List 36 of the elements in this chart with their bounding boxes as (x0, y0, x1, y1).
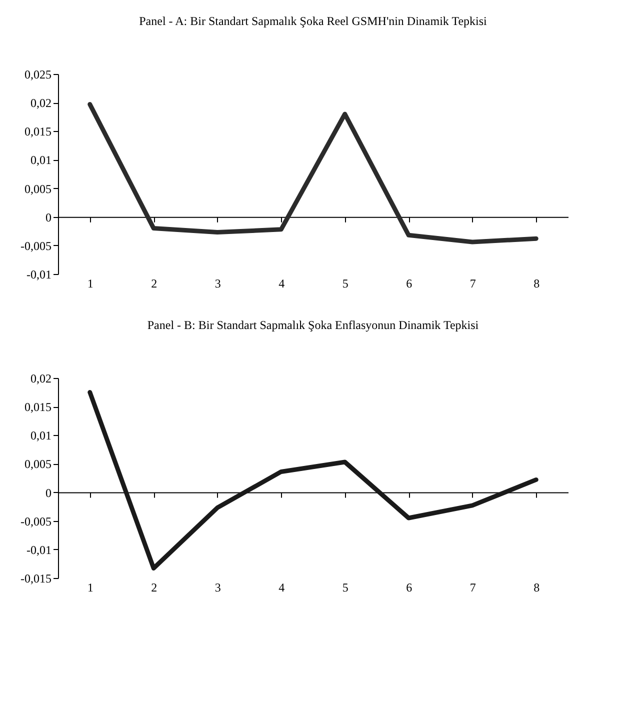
x-tick-label: 1 (87, 580, 94, 594)
x-tick-label: 6 (406, 276, 412, 290)
y-tick-label: 0,01 (30, 153, 52, 168)
x-tick-label: 7 (470, 276, 476, 290)
x-tick-label: 5 (342, 580, 348, 594)
y-tick-label: 0,01 (30, 428, 52, 443)
x-tick-label: 4 (278, 580, 285, 594)
x-tick-label: 2 (151, 580, 158, 594)
line-series (88, 102, 538, 244)
line-series (88, 390, 538, 571)
y-tick-label: -0,01 (26, 542, 52, 557)
y-tick-label: -0,015 (20, 572, 52, 586)
x-tick-label: 8 (534, 580, 540, 594)
y-tick-label: 0,005 (24, 182, 52, 196)
x-tick-label: 1 (87, 276, 94, 290)
y-tick-label: 0,02 (30, 372, 52, 386)
y-tick-label: 0 (46, 210, 52, 224)
y-tick-label: -0,005 (20, 514, 52, 528)
x-tick-label: 3 (214, 580, 221, 594)
x-tick-label: 5 (342, 276, 348, 290)
x-tick-label: 2 (151, 276, 158, 290)
y-tick-label: 0,02 (30, 96, 52, 110)
x-tick-label: 7 (470, 580, 476, 594)
y-tick-label: 0,005 (24, 457, 52, 472)
x-tick-label: 4 (278, 276, 285, 290)
y-tick-label: 0 (46, 486, 52, 500)
y-tick-label: -0,01 (26, 268, 52, 282)
y-tick-label: 0,015 (24, 400, 52, 414)
y-tick-label: 0,015 (24, 124, 52, 139)
x-tick-label: 6 (406, 580, 412, 594)
chart-title: Panel - B: Bir Standart Sapmalık Şoka Enflasyonun Dinamik Tepkisi (147, 318, 480, 332)
y-tick-label: -0,005 (20, 238, 52, 253)
chart-title: Panel - A: Bir Standart Sapmalık Şoka Reel GSMH'nin Dinamik Tepkisi (139, 14, 488, 28)
x-tick-label: 8 (534, 276, 540, 290)
y-tick-label: 0,025 (24, 68, 52, 82)
x-tick-label: 3 (214, 276, 221, 290)
